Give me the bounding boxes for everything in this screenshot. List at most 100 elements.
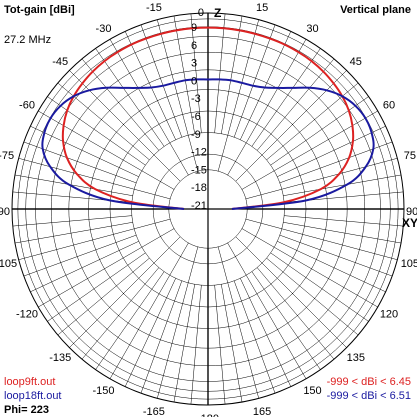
grid-spoke — [235, 236, 347, 348]
series-line-1 — [61, 26, 355, 210]
grid-spoke — [277, 125, 386, 177]
angle-tick-label: 15 — [256, 2, 268, 14]
angle-tick-label: -15 — [146, 2, 162, 14]
grid-spoke — [140, 24, 183, 138]
grid-spoke — [57, 257, 150, 336]
grid-spoke — [30, 241, 139, 293]
angle-tick-label: -165 — [143, 406, 165, 417]
legend-series-1-range: -999 < dBi < 6.45 — [326, 376, 411, 388]
grid-spoke — [251, 48, 321, 147]
radial-tick-label: -9 — [191, 129, 201, 141]
angle-tick-label: -75 — [0, 150, 14, 162]
grid-spoke — [173, 15, 195, 134]
angle-tick-label: -90 — [0, 206, 10, 218]
grid-spoke — [283, 222, 402, 244]
grid-spoke — [124, 31, 176, 140]
grid-spoke — [240, 278, 292, 387]
grid-spoke — [214, 285, 226, 405]
grid-spoke — [109, 39, 189, 176]
grid-spoke — [18, 158, 171, 200]
radial-tick-label: 9 — [191, 22, 197, 34]
grid-spoke — [245, 218, 398, 260]
grid-spoke — [157, 19, 199, 172]
grid-spoke — [227, 242, 307, 379]
grid-spoke — [95, 271, 165, 370]
grid-spoke — [140, 280, 183, 394]
grid-spoke — [81, 58, 160, 151]
legend-series-2-name: loop18ft.out — [4, 390, 62, 402]
grid-spoke — [266, 82, 359, 161]
grid-spoke — [221, 15, 243, 134]
axis-label-xy: XY — [402, 216, 417, 230]
grid-spoke — [47, 96, 146, 166]
grid-spoke — [69, 70, 181, 182]
grid-spoke — [81, 267, 160, 360]
radial-tick-label: -21 — [191, 200, 207, 212]
grid-spoke — [233, 280, 276, 394]
grid-spoke — [69, 236, 181, 348]
grid-spoke — [245, 158, 398, 200]
angle-tick-label: 150 — [303, 385, 321, 397]
grid-spoke — [221, 284, 243, 403]
grid-spoke — [14, 222, 133, 244]
radial-tick-label: 6 — [191, 40, 197, 52]
grid-spoke — [241, 228, 378, 308]
grid-spoke — [30, 125, 139, 177]
grid-spoke — [279, 234, 393, 277]
series-line-2 — [41, 78, 375, 210]
grid-spoke — [284, 215, 404, 227]
series-layer — [41, 26, 375, 210]
angle-tick-label: -60 — [19, 100, 35, 112]
angle-tick-label: 45 — [350, 56, 362, 68]
radial-tick-label: -3 — [191, 93, 201, 105]
angle-tick-label: -105 — [0, 258, 17, 270]
angle-tick-label: -30 — [96, 23, 112, 35]
grid-spoke — [266, 257, 359, 336]
angle-tick-label: 30 — [306, 23, 318, 35]
angle-tick-label: -150 — [92, 385, 114, 397]
grid-spoke — [251, 271, 321, 370]
grid-spoke — [38, 110, 175, 190]
frequency-label: 27.2 MHz — [4, 34, 52, 46]
angle-tick-label: 135 — [347, 352, 365, 364]
grid-spoke — [214, 13, 226, 133]
radial-tick-label: -12 — [191, 147, 207, 159]
grid-spoke — [270, 252, 369, 322]
phi-label: Phi= 223 — [4, 404, 49, 416]
radial-tick-label: 0 — [191, 75, 197, 87]
radial-tick-label: -6 — [191, 111, 201, 123]
chart-title: Tot-gain [dBi] — [4, 4, 75, 16]
angle-tick-label: 60 — [383, 100, 395, 112]
angle-tick-label: -135 — [49, 352, 71, 364]
grid-spoke — [12, 215, 132, 227]
grid-spoke — [235, 70, 347, 182]
legend-series-1-name: loop9ft.out — [4, 376, 56, 388]
grid-spoke — [217, 19, 259, 172]
radial-tick-label: -15 — [191, 164, 207, 176]
grid-spoke — [270, 96, 369, 166]
grid-spoke — [190, 13, 202, 133]
grid-spoke — [57, 82, 150, 161]
angle-tick-label: 75 — [404, 150, 416, 162]
grid-spoke — [256, 58, 335, 151]
angle-tick-label: 0 — [198, 7, 204, 19]
angle-tick-label: -45 — [52, 56, 68, 68]
grid-spoke — [233, 24, 276, 138]
grid-spoke — [124, 278, 176, 387]
grid-spoke — [241, 110, 378, 190]
angle-tick-label: 90 — [406, 206, 417, 218]
grid-spoke — [190, 285, 202, 405]
grid-spoke — [18, 218, 171, 260]
angle-tick-label: 105 — [401, 258, 417, 270]
polar-grid — [11, 12, 405, 406]
axis-label-z: Z — [214, 6, 221, 20]
legend-series-2-range: -999 < dBi < 6.51 — [326, 390, 411, 402]
grid-spoke — [217, 246, 259, 399]
angle-tick-label: -120 — [16, 309, 38, 321]
grid-spoke — [283, 174, 402, 196]
radial-tick-label: -18 — [191, 182, 207, 194]
grid-spoke — [277, 241, 386, 293]
grid-spoke — [109, 242, 189, 379]
